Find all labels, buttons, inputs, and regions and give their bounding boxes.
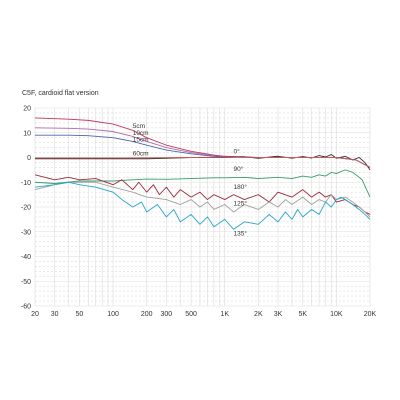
grid [34,107,371,307]
series-label: 90° [234,165,244,173]
series-line-4 [35,156,371,168]
series-label: 180° [234,183,248,191]
y-tick-label: -30 [21,229,31,236]
x-tick-label: 50 [76,311,84,318]
series-label: 0° [234,148,241,156]
chart-title: C5F, cardioid flat version [22,90,99,97]
x-tick-label: 5K [298,311,307,318]
series-label: 15cm [133,136,149,143]
series-label: 60cm [133,151,149,158]
series-line-7 [34,181,371,218]
y-tick-label: -60 [21,304,31,311]
x-tick-label: 20K [364,311,377,318]
x-tick-label: 20 [31,311,39,318]
x-tick-label: 10K [330,311,343,318]
x-axis-ticks: 20 30 50 100 200 300 500 1K 2K 3K 5K 10K 20K [31,311,376,318]
x-tick-label: 30 [51,311,59,318]
y-tick-label: -10 [21,180,31,187]
series-line-3 [35,154,371,171]
y-tick-label: 10 [23,130,31,137]
y-tick-label: -40 [21,254,31,261]
x-tick-label: 300 [160,311,172,318]
x-tick-label: 2K [254,311,263,318]
x-tick-label: 100 [107,311,119,318]
y-tick-label: -20 [21,205,31,212]
y-axis-ticks: 20 10 0 -10 -20 -30 -40 -50 -60 [21,106,31,311]
series-label: 135° [234,230,248,238]
series-lines [34,117,371,230]
series-label: 10cm [133,130,149,137]
y-tick-label: 0 [27,155,31,162]
y-tick-label: -50 [21,279,31,286]
x-tick-label: 3K [274,311,283,318]
x-tick-label: 500 [185,311,197,318]
x-tick-label: 1K [220,311,229,318]
series-line-5 [34,169,371,198]
series-label: 125° [234,199,248,207]
x-tick-label: 200 [141,311,153,318]
y-tick-label: 20 [23,106,31,113]
series-line-8 [34,181,371,230]
series-label: 5cm [133,123,145,130]
